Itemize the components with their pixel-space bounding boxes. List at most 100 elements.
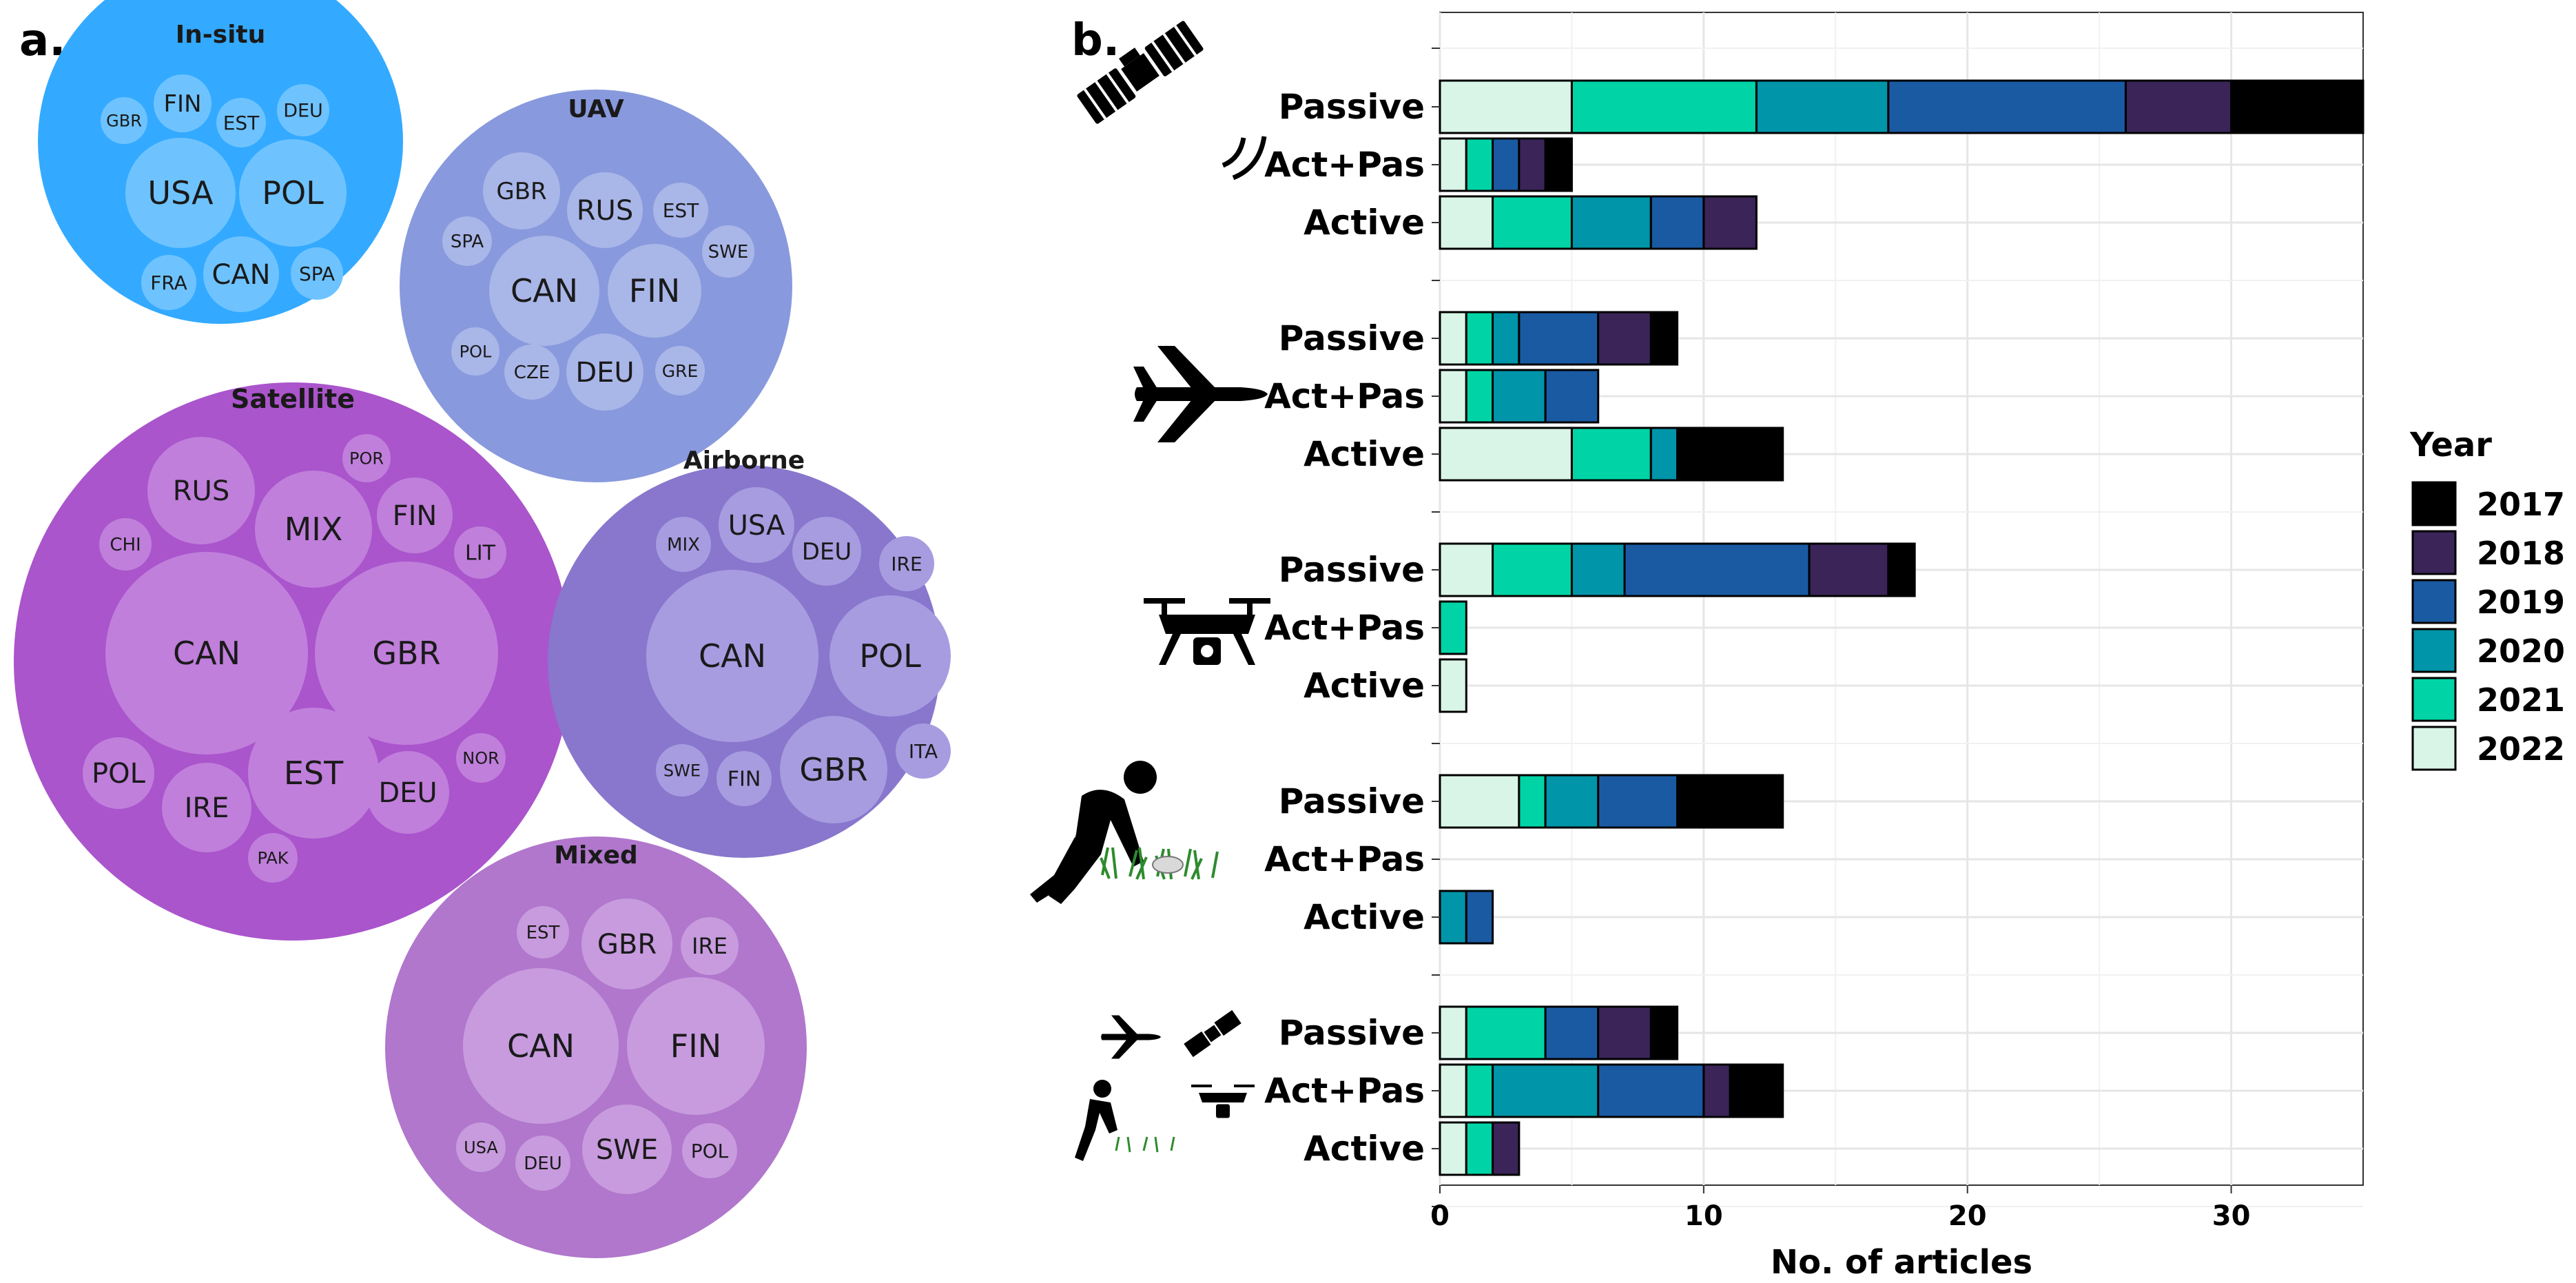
country-bubble xyxy=(277,84,329,136)
bars xyxy=(1439,79,2364,1176)
country-bubble xyxy=(581,899,672,989)
plot-panel xyxy=(1439,12,2364,1186)
country-bubble xyxy=(442,216,492,266)
bar-segment-2020 xyxy=(1544,774,1600,829)
bar-segment-2020 xyxy=(1570,195,1652,250)
country-label: FIN xyxy=(728,768,761,792)
country-label: DEU xyxy=(802,538,852,566)
bar-segment-2020 xyxy=(1492,369,1547,424)
category-label: Act+Pas xyxy=(1264,608,1425,648)
bar-segment-2019 xyxy=(1597,774,1679,829)
bar-segment-2018 xyxy=(1702,1063,1731,1118)
country-bubble xyxy=(248,833,298,883)
country-bubble xyxy=(656,744,708,797)
bar-segment-2022 xyxy=(1439,79,1573,134)
country-bubble xyxy=(792,517,861,586)
bar-segment-2021 xyxy=(1570,427,1652,482)
country-label: CAN xyxy=(507,1027,575,1065)
bar-segment-2019 xyxy=(1597,1063,1705,1118)
bar-segment-2020 xyxy=(1492,311,1521,366)
country-bubble xyxy=(608,244,701,338)
country-bubble xyxy=(517,906,569,958)
bar-segment-2021 xyxy=(1439,600,1467,655)
country-label: GBR xyxy=(106,111,142,130)
country-bubble xyxy=(656,517,711,572)
combined-platforms-icon xyxy=(1075,1009,1255,1161)
category-label: Passive xyxy=(1279,1013,1425,1053)
category-label: Active xyxy=(1304,1129,1425,1169)
bar-segment-2022 xyxy=(1439,195,1494,250)
country-bubble xyxy=(567,172,643,248)
country-bubble xyxy=(719,487,794,563)
country-label: GBR xyxy=(372,635,440,672)
country-bubble xyxy=(99,518,152,571)
category-label: Act+Pas xyxy=(1264,376,1425,416)
bar-segment-2018 xyxy=(1518,137,1547,192)
country-bubble xyxy=(463,968,619,1124)
bar-segment-2022 xyxy=(1439,1063,1467,1118)
category-label: Passive xyxy=(1279,781,1425,821)
bar-segment-2022 xyxy=(1439,369,1467,424)
panel-a-label: a. xyxy=(19,15,66,66)
country-bubble xyxy=(291,247,343,300)
country-bubble xyxy=(451,327,499,376)
x-axis-ticks: 0 10 20 30 xyxy=(1430,1185,2250,1232)
country-label: POR xyxy=(349,449,384,468)
country-bubble xyxy=(154,74,212,132)
country-label: SWE xyxy=(596,1134,658,1166)
country-label: GBR xyxy=(799,751,867,788)
bar-segment-2018 xyxy=(1492,1121,1521,1176)
country-label: FRA xyxy=(150,271,187,294)
country-bubble xyxy=(896,723,951,779)
bar-segment-2018 xyxy=(1808,542,1890,597)
stacked-bar-chart: Passive Act+Pas Active Passive Act+Pas Active… xyxy=(1264,12,2364,1282)
country-bubble xyxy=(582,1105,672,1194)
country-label: IRE xyxy=(692,933,728,959)
category-label: Act+Pas xyxy=(1264,839,1425,879)
country-bubble xyxy=(315,562,498,745)
bar-segment-2019 xyxy=(1887,79,2127,134)
bar-segment-2022 xyxy=(1439,658,1467,713)
bar-segment-2020 xyxy=(1755,79,1890,134)
country-label: EST xyxy=(284,755,344,792)
bar-segment-2021 xyxy=(1465,369,1494,424)
country-label: SPA xyxy=(451,232,484,252)
country-label: MIX xyxy=(285,511,343,548)
bar-segment-2017 xyxy=(1676,427,1784,482)
bar-segment-2022 xyxy=(1439,427,1573,482)
bar-segment-2017 xyxy=(1544,137,1573,192)
bubble-chart-in-situ: In-situ GBR FIN EST DEU USA POL FRA CAN SPA xyxy=(38,0,403,324)
country-bubble xyxy=(101,97,147,144)
country-bubble xyxy=(504,345,559,400)
country-label: EST xyxy=(223,112,260,134)
country-label: DEU xyxy=(378,777,437,809)
country-bubble xyxy=(83,737,154,809)
drone-icon xyxy=(1144,598,1270,665)
bar-segment-2021 xyxy=(1465,311,1494,366)
country-bubble xyxy=(702,225,754,278)
country-label: CHI xyxy=(110,535,141,555)
bar-segment-2019 xyxy=(1623,542,1811,597)
circle-title: UAV xyxy=(568,95,624,123)
bar-segment-2018 xyxy=(2124,79,2233,134)
circle-title: Airborne xyxy=(683,447,805,475)
bar-segment-2021 xyxy=(1465,1005,1547,1060)
bar-segment-2020 xyxy=(1570,542,1626,597)
country-bubble xyxy=(162,763,251,852)
bar-segment-2017 xyxy=(2230,79,2364,134)
country-label: DEU xyxy=(524,1153,561,1174)
legend-swatch-2020 xyxy=(2411,628,2457,673)
country-bubble xyxy=(216,98,266,147)
country-label: POL xyxy=(691,1140,729,1162)
country-bubble-charts: In-situ GBR FIN EST DEU USA POL FRA CAN SPA UAV GBR… xyxy=(14,0,951,1258)
category-label: Passive xyxy=(1279,550,1425,590)
country-bubble xyxy=(147,437,255,544)
country-label: EST xyxy=(526,923,560,943)
legend-swatch-2022 xyxy=(2411,726,2457,771)
circle-title: In-situ xyxy=(176,21,266,49)
bubble-chart-mixed: Mixed EST GBR IRE CAN FIN USA DEU SWE POL xyxy=(385,836,807,1258)
bar-segment-2017 xyxy=(1676,774,1784,829)
panel-b-label: b. xyxy=(1071,15,1120,66)
x-tick-label: 0 xyxy=(1430,1200,1450,1232)
bubble-chart-uav: UAV GBR RUS EST SPA SWE CAN FIN POL CZE DEU GRE xyxy=(400,90,792,482)
